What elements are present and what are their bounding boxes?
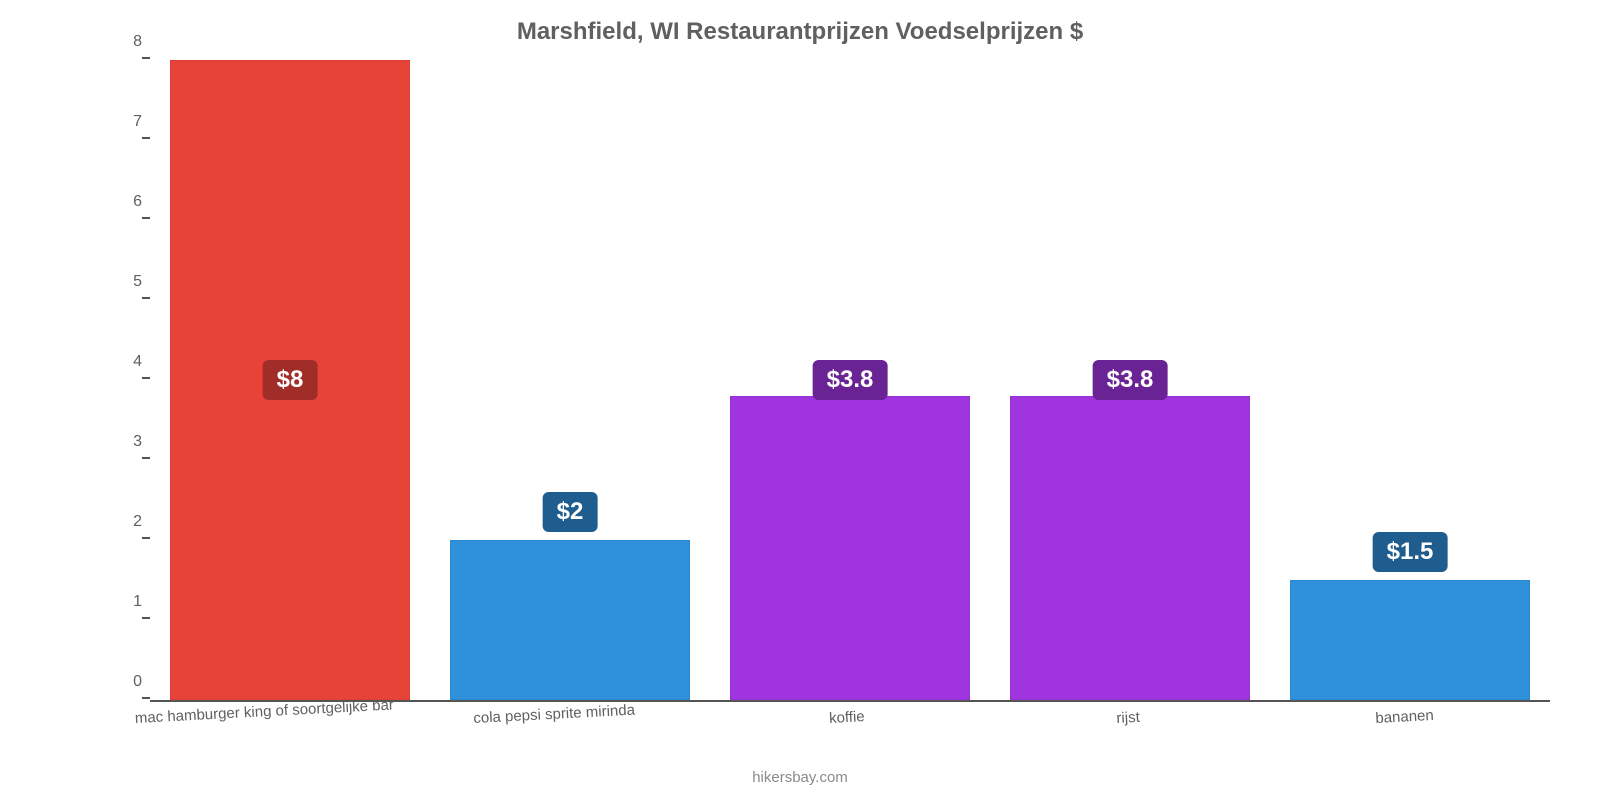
chart-footer: hikersbay.com [0, 769, 1600, 786]
y-tick-mark [142, 137, 150, 139]
x-tick-label: koffie [829, 708, 865, 727]
y-tick-mark [142, 457, 150, 459]
y-tick-label: 8 [106, 33, 142, 51]
bar-slot: $8mac hamburger king of soortgelijke bar [150, 60, 430, 700]
chart-title: Marshfield, WI Restaurantprijzen Voedsel… [0, 18, 1600, 46]
y-tick-label: 5 [106, 273, 142, 291]
bar-value-label: $3.8 [1093, 360, 1168, 400]
y-tick-mark [142, 217, 150, 219]
plot-area: $8mac hamburger king of soortgelijke bar… [150, 60, 1550, 702]
y-tick-label: 0 [106, 673, 142, 691]
bar-slot: $3.8koffie [710, 60, 990, 700]
bar-value-label: $3.8 [813, 360, 888, 400]
bars-group: $8mac hamburger king of soortgelijke bar… [150, 60, 1550, 700]
bar [730, 396, 971, 700]
bar [1290, 580, 1531, 700]
y-tick-mark [142, 697, 150, 699]
bar-slot: $1.5bananen [1270, 60, 1550, 700]
y-tick-mark [142, 377, 150, 379]
bar [450, 540, 691, 700]
bar-slot: $2cola pepsi sprite mirinda [430, 60, 710, 700]
y-tick-label: 7 [106, 113, 142, 131]
chart-container: Marshfield, WI Restaurantprijzen Voedsel… [0, 0, 1600, 800]
x-tick-label: cola pepsi sprite mirinda [473, 702, 635, 727]
bar [1010, 396, 1251, 700]
x-tick-label: bananen [1375, 707, 1434, 727]
y-tick-label: 3 [106, 433, 142, 451]
bar-value-label: $8 [263, 360, 318, 400]
x-tick-label: mac hamburger king of soortgelijke bar [134, 696, 394, 727]
y-tick-label: 2 [106, 513, 142, 531]
y-tick-label: 1 [106, 593, 142, 611]
y-tick-label: 4 [106, 353, 142, 371]
x-tick-label: rijst [1116, 709, 1140, 727]
bar-value-label: $1.5 [1373, 532, 1448, 572]
bar-value-label: $2 [543, 492, 598, 532]
y-tick-mark [142, 617, 150, 619]
bar-slot: $3.8rijst [990, 60, 1270, 700]
y-tick-mark [142, 297, 150, 299]
y-tick-label: 6 [106, 193, 142, 211]
y-tick-mark [142, 537, 150, 539]
y-tick-mark [142, 57, 150, 59]
